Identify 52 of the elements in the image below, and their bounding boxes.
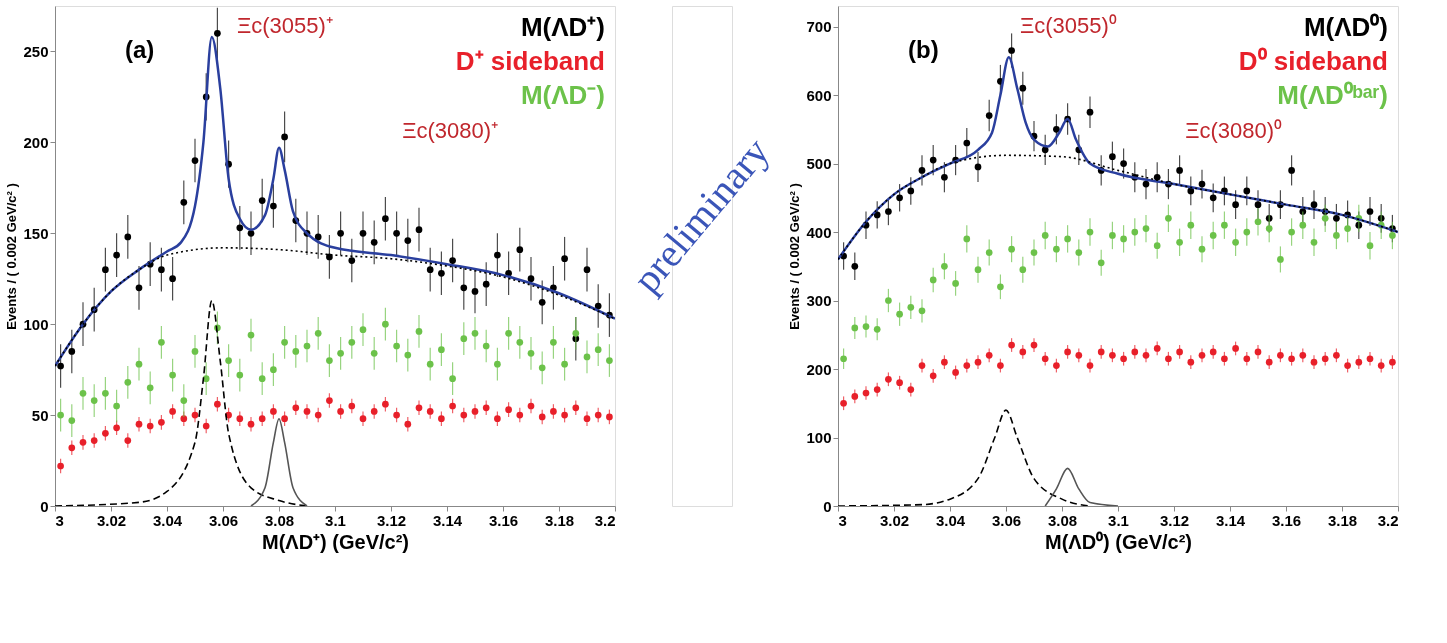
x-tick-label: 3.2 (1377, 511, 1399, 529)
x-axis-title: M(ΛD⁰) (GeV/c²) (1045, 530, 1192, 553)
text: M(ΛD⁻) (520, 80, 605, 110)
x-tick-label: 3.02 (96, 511, 127, 529)
x-tick-label: 3.18 (544, 511, 575, 529)
annotation: (b) (908, 36, 939, 63)
text: M(ΛD⁰) (1303, 12, 1388, 42)
annotation: Ξc(3055)⁰ (1020, 13, 1117, 38)
annotation: (a) (125, 36, 155, 63)
annotation: Ξc(3055)⁺ (237, 13, 333, 38)
y-tick-label: 600 (806, 86, 832, 104)
x-axis-title: M(ΛD⁺) (GeV/c²) (262, 530, 409, 553)
x-tick-label: 3.08 (264, 511, 295, 529)
x-tick-label: 3.14 (1215, 511, 1246, 529)
y-tick-label: 0 (823, 497, 832, 515)
text: M(ΛD⁺) (520, 12, 605, 42)
x-tick-label: 3.12 (376, 511, 407, 529)
text: D⁺ sideband (455, 46, 605, 76)
x-tick-label: 3.08 (1047, 511, 1078, 529)
x-tick-label: 3 (55, 511, 64, 529)
y-tick-label: 250 (23, 42, 49, 60)
y-tick-label: 200 (23, 133, 49, 151)
x-tick-label: 3.16 (1271, 511, 1302, 529)
y-tick-label: 400 (806, 223, 832, 241)
y-tick-label: 50 (31, 406, 49, 424)
annotation: Ξc(3080)⁺ (402, 118, 499, 143)
x-tick-label: 3.1 (325, 511, 346, 529)
y-tick-label: 0 (40, 497, 49, 515)
y-tick-label: 500 (806, 155, 832, 173)
y-tick-label: 200 (806, 360, 832, 378)
y-tick-label: 150 (23, 224, 49, 242)
text: M(ΛD⁰ᵇᵃʳ) (1277, 80, 1388, 110)
x-tick-label: 3.02 (879, 511, 910, 529)
y-axis-title: Events / ( 0.002 GeV/c² ) (787, 183, 803, 330)
x-tick-label: 3.1 (1108, 511, 1129, 529)
x-tick-label: 3.04 (152, 511, 183, 529)
x-tick-label: 3.12 (1159, 511, 1190, 529)
y-tick-label: 300 (806, 292, 832, 310)
y-axis-title: Events / ( 0.002 GeV/c² ) (4, 183, 20, 330)
y-tick-label: 100 (806, 429, 832, 447)
x-tick-label: 3.06 (208, 511, 239, 529)
x-tick-label: 3.18 (1327, 511, 1358, 529)
x-tick-label: 3 (838, 511, 847, 529)
x-tick-label: 3.14 (432, 511, 463, 529)
x-tick-label: 3.2 (594, 511, 616, 529)
y-tick-label: 100 (23, 315, 49, 333)
y-tick-label: 700 (806, 18, 832, 36)
annotation: Ξc(3080)⁰ (1185, 118, 1283, 143)
x-tick-label: 3.16 (488, 511, 519, 529)
text: D⁰ sideband (1238, 46, 1388, 76)
x-tick-label: 3.06 (991, 511, 1022, 529)
x-tick-label: 3.04 (935, 511, 966, 529)
